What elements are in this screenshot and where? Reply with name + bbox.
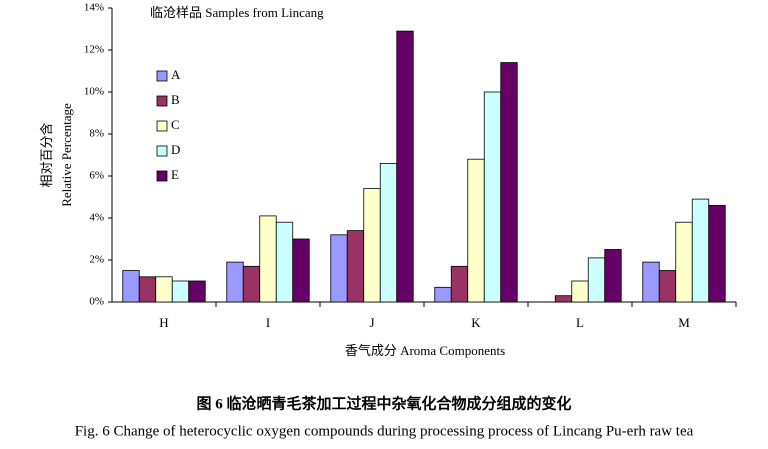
bar <box>604 249 622 303</box>
legend-label: A <box>171 67 181 82</box>
bar <box>708 204 726 303</box>
bar <box>571 280 589 303</box>
bar <box>363 188 381 303</box>
x-axis-label: 香气成分 Aroma Components <box>345 343 505 358</box>
bar <box>330 234 348 303</box>
bar <box>396 30 414 303</box>
bar <box>242 265 261 303</box>
bar <box>346 230 365 303</box>
caption: 图 6 临沧晒青毛茶加工过程中杂氧化合物成分组成的变化 <box>196 394 571 412</box>
legend-swatch <box>156 120 168 132</box>
bar <box>292 238 310 303</box>
x-tick-label: J <box>369 315 374 330</box>
x-tick-label: K <box>471 315 481 330</box>
bar <box>691 198 710 303</box>
x-tick-label: H <box>159 315 168 330</box>
legend-label: D <box>171 142 180 157</box>
caption: Fig. 6 Change of heterocyclic oxygen com… <box>75 423 694 439</box>
legend-label: B <box>171 92 180 107</box>
bar <box>587 257 606 303</box>
legend-swatch <box>156 145 168 157</box>
bar <box>658 270 677 303</box>
legend-label: C <box>171 117 180 132</box>
bar <box>434 286 452 303</box>
bar <box>226 261 244 303</box>
x-tick-label: L <box>576 315 584 330</box>
bar <box>155 276 173 303</box>
bar <box>379 162 398 303</box>
bar <box>138 276 157 303</box>
y-tick-label: 14% <box>84 2 104 14</box>
y-tick-label: 0% <box>89 296 104 308</box>
bar <box>122 270 140 303</box>
bar <box>275 221 294 303</box>
legend-swatch <box>156 170 168 182</box>
bar <box>483 91 502 303</box>
legend-swatch <box>156 95 168 107</box>
chart-title: 临沧样品 Samples from Lincang <box>150 5 324 20</box>
bar <box>171 280 190 303</box>
x-tick-label: I <box>266 315 270 330</box>
y-tick-label: 4% <box>89 212 104 224</box>
y-tick-label: 8% <box>89 128 104 140</box>
bar <box>467 158 485 303</box>
legend-label: E <box>171 167 179 182</box>
bar <box>554 295 573 303</box>
bar <box>500 62 518 303</box>
legend-swatch <box>156 70 168 82</box>
bar <box>675 221 693 303</box>
bar <box>188 280 206 303</box>
y-tick-label: 6% <box>89 170 104 182</box>
y-axis-label: 相对百分含 <box>39 122 54 187</box>
y-tick-label: 10% <box>84 86 104 98</box>
y-axis-label: Relative Percentage <box>59 103 74 207</box>
bar <box>642 261 660 303</box>
y-tick-label: 2% <box>89 254 104 266</box>
x-tick-label: M <box>678 315 690 330</box>
bar <box>259 215 277 303</box>
bar <box>450 265 469 303</box>
y-tick-label: 12% <box>84 44 104 56</box>
